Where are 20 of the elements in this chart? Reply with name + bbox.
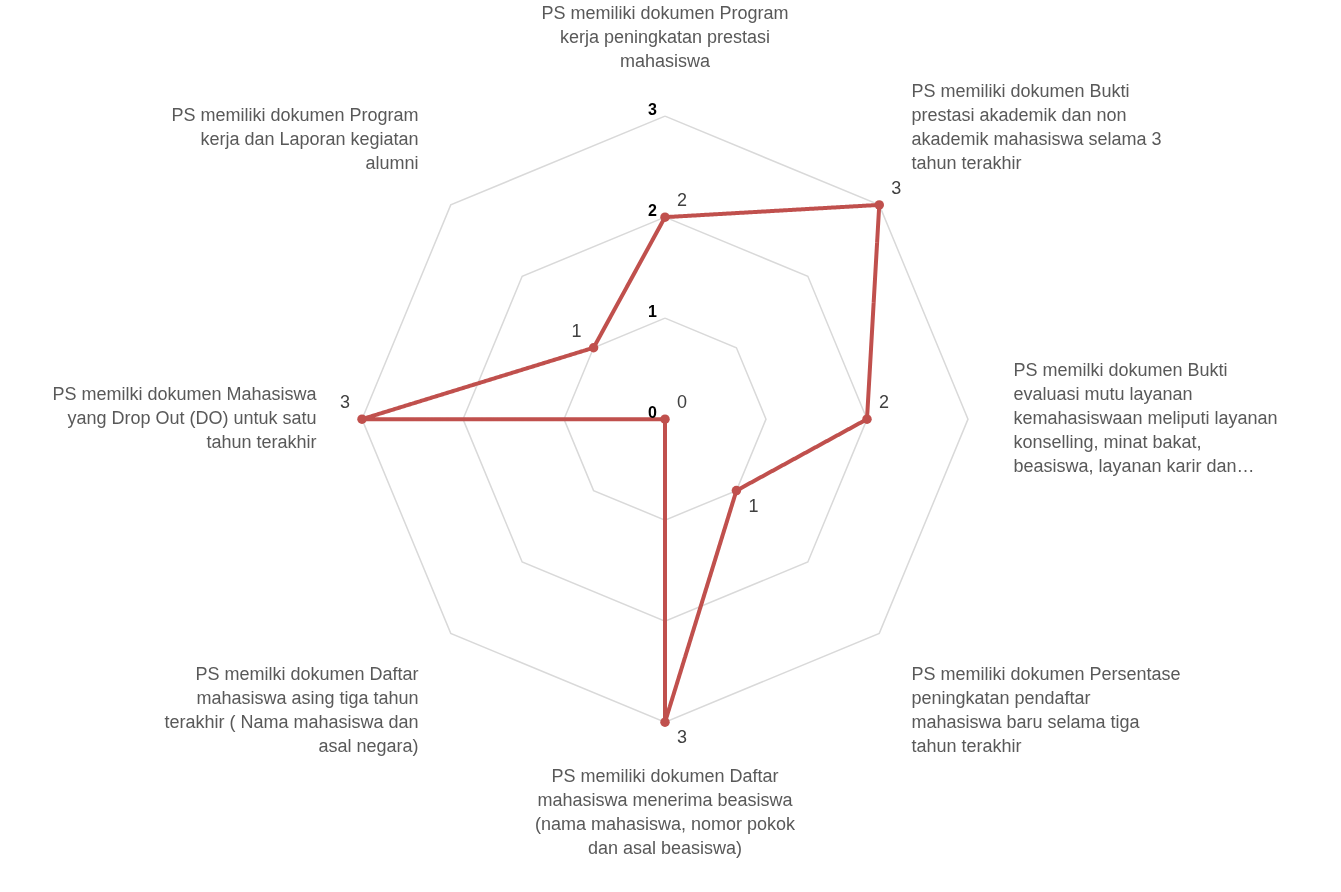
- data-label: 3: [339, 392, 350, 413]
- spoke-label: PS memiliki dokumen Program kerja peningkatan prestasi mahasiswa: [541, 2, 789, 71]
- data-label: 2: [677, 190, 688, 211]
- data-label: 3: [677, 727, 688, 748]
- spoke-label: PS memiliki dokumen Persentase peningkatan pendaftar mahasiswa baru selama tiga tahun terakhir: [911, 663, 1181, 756]
- data-label: 0: [677, 392, 688, 413]
- data-label: 1: [571, 320, 582, 341]
- spoke-label: PS memiliki dokumen Bukti prestasi akademik dan non akademik mahasiswa selama 3 tahun terakhir: [911, 80, 1162, 173]
- y-tick-label: 2: [648, 202, 658, 220]
- spoke-label: PS memilki dokumen Mahasiswa yang Drop Out (DO) untuk satu tahun terakhir: [52, 384, 318, 453]
- spoke-label: PS memilki dokumen Bukti evaluasi mutu layanan kemahasiswaan meliputi layanan konselling, minat bakat, beasiswa, layanan karir dan…: [1013, 360, 1278, 477]
- data-label: 2: [879, 392, 890, 413]
- y-tick-label: 1: [648, 303, 658, 321]
- data-label: 1: [748, 495, 759, 516]
- y-tick-label: 0: [648, 404, 658, 422]
- spoke-label: PS memiliki dokumen Program kerja dan Laporan kegiatan alumni: [171, 104, 419, 173]
- y-tick-label: 3: [648, 101, 658, 119]
- spoke-label: PS memilki dokumen Daftar mahasiswa asing tiga tahun terakhir ( Nama mahasiswa dan asal negara): [164, 663, 419, 756]
- data-label: 3: [891, 177, 902, 198]
- spoke-label: PS memiliki dokumen Daftar mahasiswa menerima beasiswa (nama mahasiswa, nomor pokok dan asal beasiswa): [534, 765, 797, 858]
